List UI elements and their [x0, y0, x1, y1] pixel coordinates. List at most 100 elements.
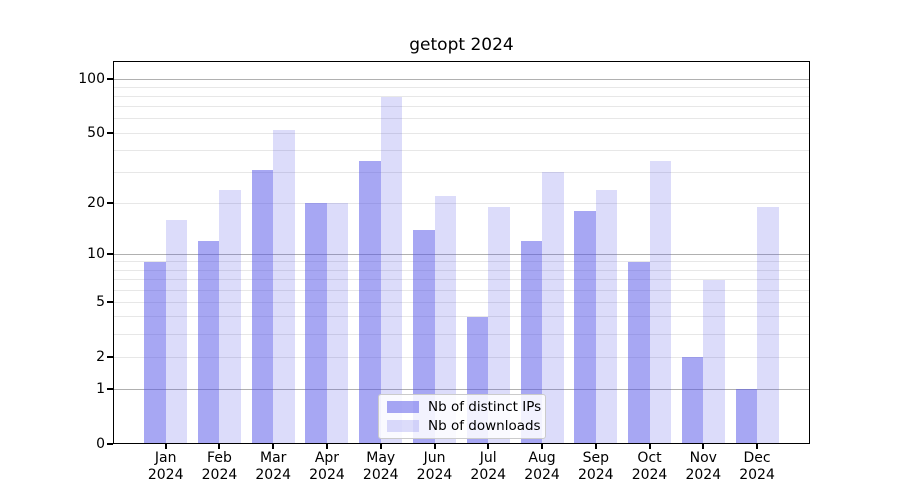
x-tick-label-year: 2024: [470, 467, 507, 483]
y-tick-100: [107, 78, 113, 81]
x-tick-label-month: Nov: [689, 450, 717, 466]
bar-downloads-nov: [703, 279, 725, 444]
x-tick-label-dec: Dec 2024: [725, 450, 789, 484]
x-tick-label-month: Mar: [260, 450, 287, 466]
x-tick-label-year: 2024: [362, 467, 399, 483]
x-tick-label-jun: Jun 2024: [403, 450, 467, 484]
y-tick-2: [107, 356, 113, 359]
gridline-minor-70: [113, 106, 810, 108]
bar-distinct-ips-dec: [735, 389, 758, 444]
gridline-major-10: [113, 253, 810, 255]
y-tick-label-2: 2: [96, 349, 105, 366]
legend-item-distinct-ips: Nb of distinct IPs: [387, 399, 541, 415]
x-tick-label-month: Aug: [528, 450, 556, 466]
y-tick-50: [107, 132, 113, 135]
x-tick-jun: [433, 444, 436, 449]
x-tick-label-aug: Aug 2024: [510, 450, 574, 484]
x-tick-jan: [164, 444, 167, 449]
x-tick-sep: [594, 444, 597, 449]
x-tick-aug: [541, 444, 544, 449]
gridline-minor-50: [113, 132, 810, 134]
x-tick-apr: [325, 444, 328, 449]
y-tick-label-50: 50: [87, 125, 105, 142]
x-tick-label-month: Jun: [423, 450, 446, 466]
bar-downloads-jan: [165, 219, 188, 444]
x-tick-dec: [756, 444, 759, 449]
bar-distinct-ips-jun: [413, 229, 435, 444]
bar-distinct-ips-feb: [197, 241, 220, 444]
gridline-minor-2: [113, 356, 810, 358]
bar-distinct-ips-may: [359, 160, 381, 444]
legend-swatch-distinct-ips: [387, 401, 419, 413]
gridline-minor-5: [113, 301, 810, 303]
bar-layer: [113, 61, 810, 444]
x-tick-label-may: May 2024: [349, 450, 413, 484]
x-tick-label-year: 2024: [631, 467, 668, 483]
x-tick-label-year: 2024: [201, 467, 238, 483]
y-tick-label-20: 20: [87, 195, 105, 212]
y-tick-label-1: 1: [96, 381, 105, 398]
x-tick-label-month: Apr: [314, 450, 340, 466]
x-tick-jul: [487, 444, 490, 449]
x-tick-label-year: 2024: [416, 467, 453, 483]
gridline-minor-20: [113, 202, 810, 204]
x-tick-label-jul: Jul 2024: [456, 450, 520, 484]
y-tick-5: [107, 301, 113, 304]
gridline-minor-60: [113, 118, 810, 120]
bar-downloads-mar: [273, 130, 295, 444]
bar-distinct-ips-aug: [520, 241, 543, 444]
bar-downloads-jun: [434, 196, 456, 444]
bar-downloads-feb: [219, 189, 241, 444]
gridline-minor-8: [113, 269, 810, 271]
x-tick-label-year: 2024: [685, 467, 722, 483]
gridline-minor-4: [113, 316, 810, 318]
legend-label-downloads: Nb of downloads: [428, 418, 541, 434]
bar-distinct-ips-mar: [251, 169, 274, 444]
bar-distinct-ips-oct: [628, 261, 650, 444]
gridline-major-100: [113, 78, 810, 80]
x-tick-label-oct: Oct 2024: [618, 450, 682, 484]
bar-downloads-jul: [488, 207, 510, 444]
chart-title: getopt 2024: [409, 35, 514, 55]
legend-label-distinct-ips: Nb of distinct IPs: [428, 399, 542, 415]
y-tick-1: [107, 388, 113, 391]
x-tick-label-year: 2024: [255, 467, 292, 483]
grid-layer: [113, 61, 810, 444]
bar-distinct-ips-jan: [144, 261, 166, 444]
y-tick-label-0: 0: [96, 436, 105, 452]
x-tick-may: [379, 444, 382, 449]
bar-distinct-ips-nov: [681, 357, 704, 444]
x-tick-label-sep: Sep 2024: [564, 450, 628, 484]
x-tick-mar: [272, 444, 275, 449]
legend: Nb of distinct IPs Nb of downloads: [378, 394, 546, 439]
bar-downloads-dec: [757, 207, 779, 444]
x-tick-label-month: Oct: [637, 450, 662, 466]
gridline-minor-40: [113, 149, 810, 151]
bar-downloads-oct: [649, 160, 672, 444]
gridline-minor-7: [113, 279, 810, 281]
bar-downloads-sep: [595, 189, 618, 444]
gridline-minor-9: [113, 261, 810, 263]
y-tick-label-5: 5: [96, 294, 105, 311]
x-tick-feb: [218, 444, 221, 449]
x-tick-label-year: 2024: [147, 467, 184, 483]
x-tick-label-month: Dec: [743, 450, 771, 466]
y-tick-0: [107, 443, 113, 445]
x-tick-label-feb: Feb 2024: [187, 450, 251, 484]
x-tick-label-month: Jan: [154, 450, 177, 466]
bar-distinct-ips-apr: [305, 203, 327, 444]
x-tick-oct: [648, 444, 651, 449]
x-tick-label-nov: Nov 2024: [671, 450, 735, 484]
bar-downloads-apr: [326, 203, 349, 444]
y-tick-20: [107, 202, 113, 205]
x-tick-label-year: 2024: [577, 467, 614, 483]
gridline-minor-80: [113, 96, 810, 98]
y-tick-label-100: 100: [78, 71, 105, 88]
x-tick-label-apr: Apr 2024: [295, 450, 359, 484]
x-tick-label-year: 2024: [524, 467, 560, 483]
bar-distinct-ips-sep: [574, 211, 596, 444]
y-tick-label-10: 10: [87, 246, 105, 263]
x-tick-label-month: Jul: [479, 450, 497, 466]
gridline-major-1: [113, 388, 810, 390]
